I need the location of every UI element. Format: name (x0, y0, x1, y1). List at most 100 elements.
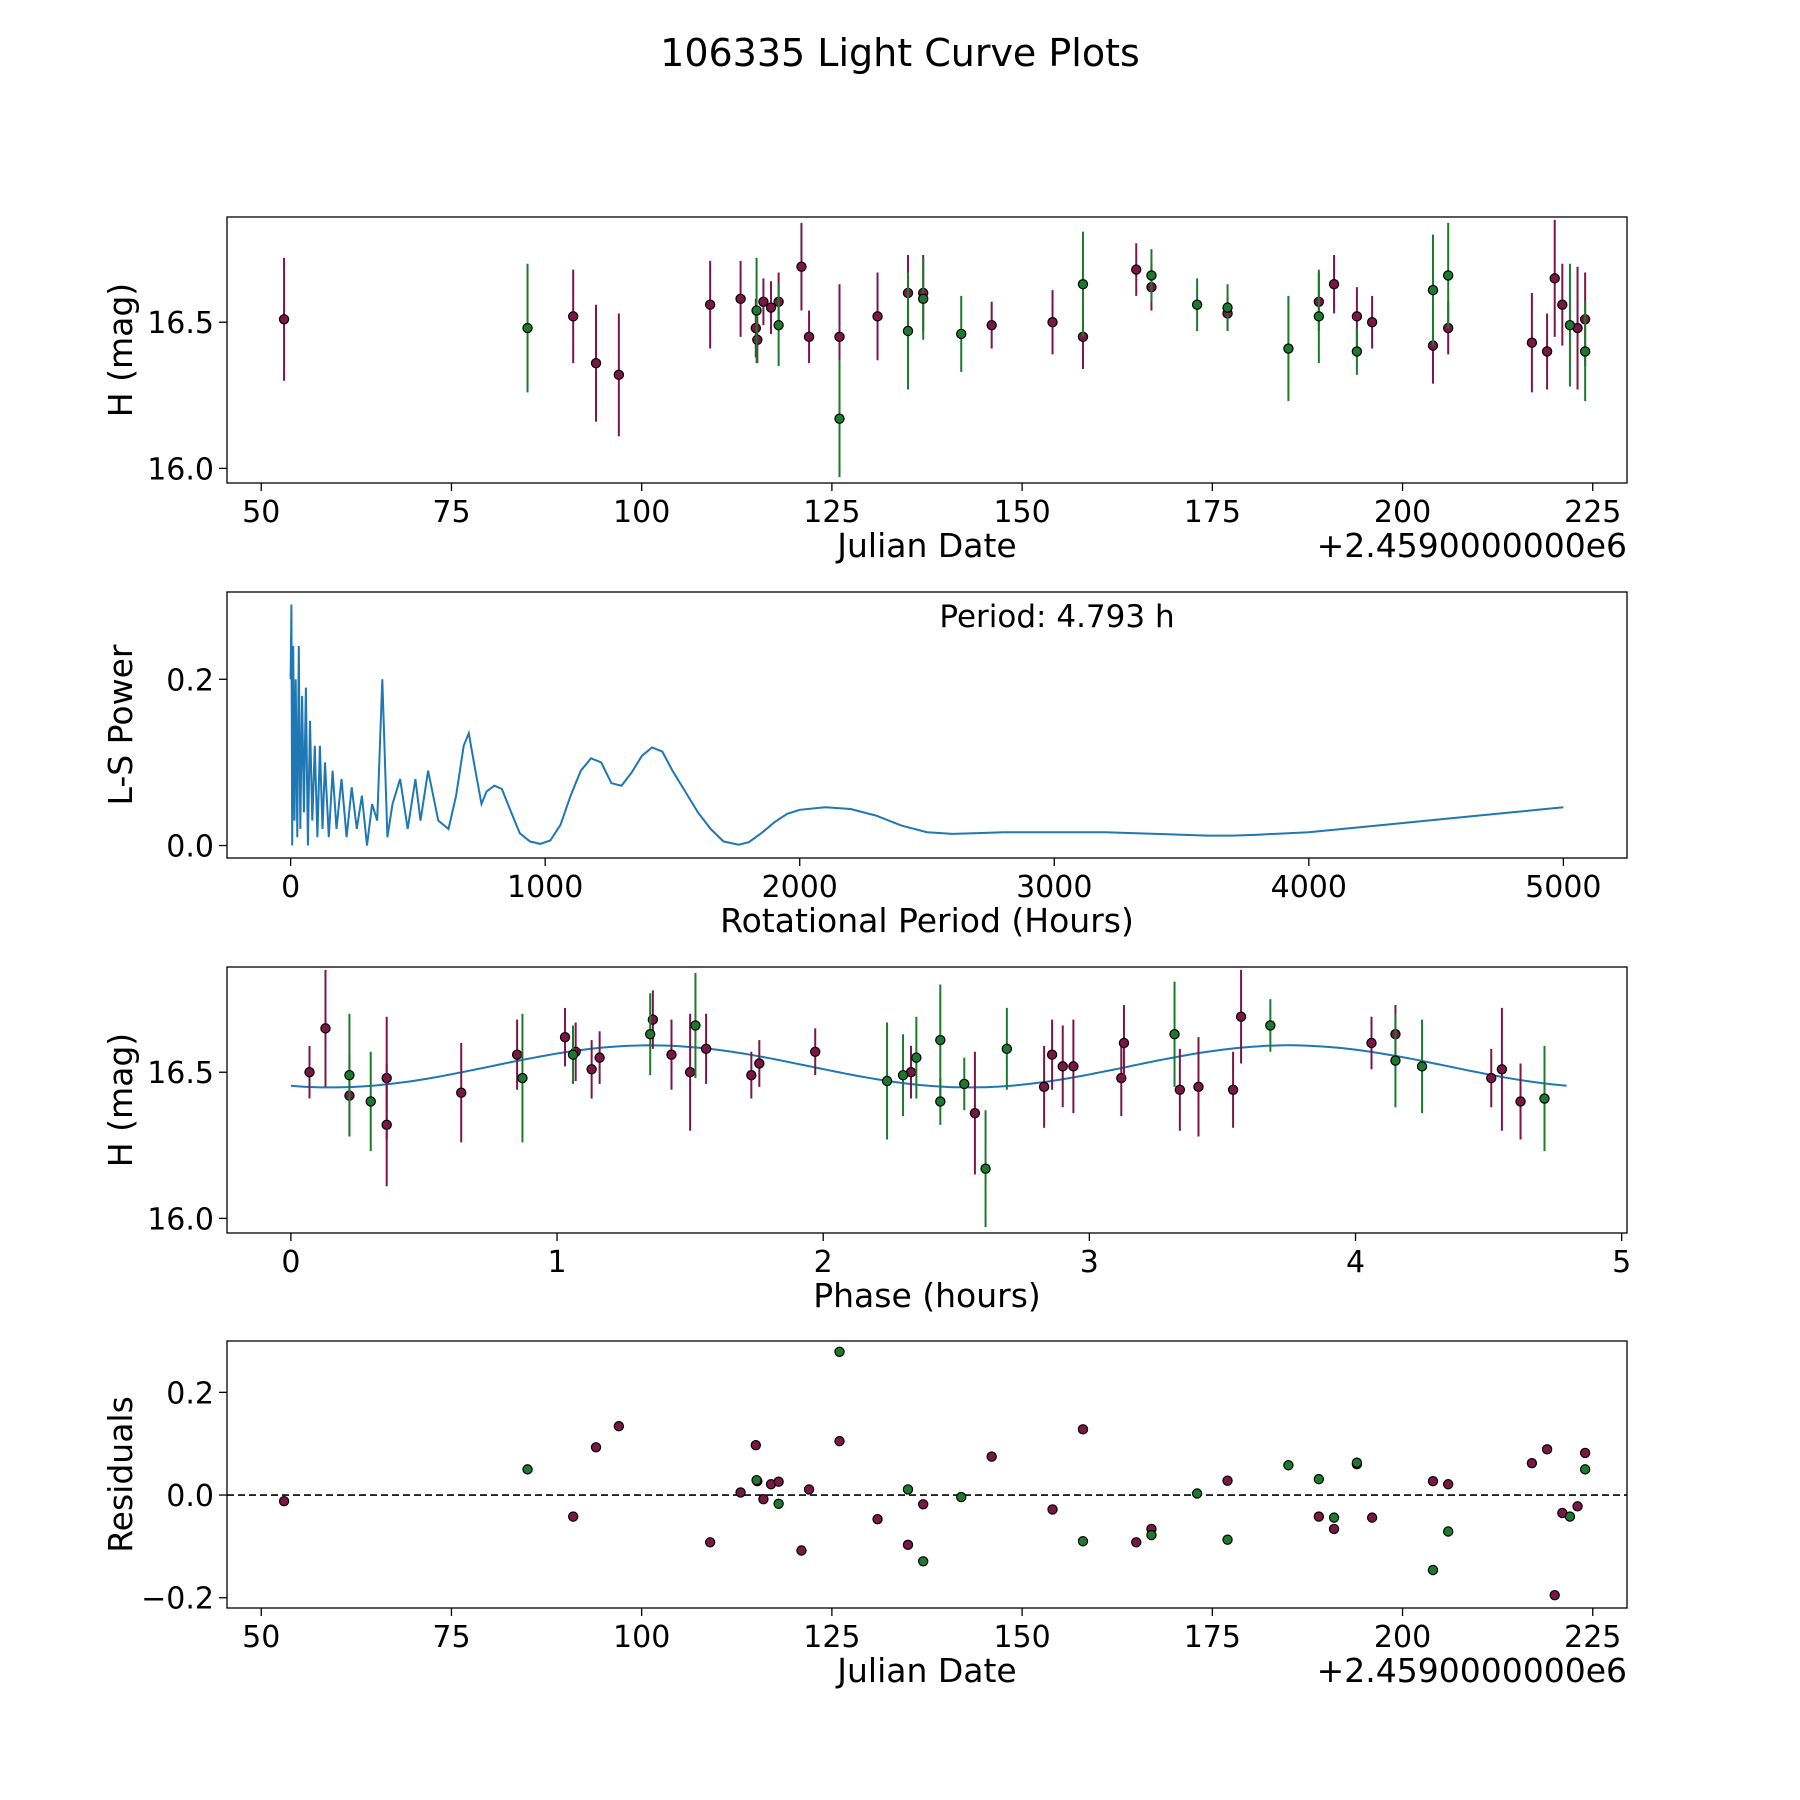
phase-xtick-label: 5 (1612, 1245, 1631, 1280)
red-band-point (1496, 1064, 1508, 1075)
red-band-point (1046, 1049, 1058, 1060)
green-band-point (1146, 1529, 1157, 1541)
red-band-point (1366, 317, 1378, 328)
green-band-point (1539, 1093, 1550, 1104)
red-band-point (735, 1487, 746, 1498)
green-band-point (834, 413, 845, 424)
red-band-point (902, 1539, 914, 1551)
red-band-point (1572, 1501, 1583, 1512)
red-band-point (834, 331, 845, 343)
phase-xtick-label: 4 (1346, 1245, 1365, 1280)
red-band-point (1526, 1458, 1538, 1469)
red-band-point (1541, 346, 1553, 357)
red-band-point (754, 1058, 765, 1069)
red-band-point (758, 296, 769, 307)
green-band-point (1265, 1020, 1276, 1031)
phase-ytick-label: 16.0 (147, 1202, 214, 1237)
phase-frame (226, 966, 1628, 1234)
red-band-point (810, 1046, 821, 1057)
red-band-point (803, 1484, 815, 1495)
lightcurve-xtick-label: 75 (432, 495, 470, 530)
green-band-point (1351, 346, 1363, 357)
green-band-point (1579, 346, 1591, 357)
red-band-point (735, 293, 746, 305)
red-band-point (278, 314, 290, 325)
red-band-point (773, 1476, 784, 1487)
green-band-point (1313, 311, 1325, 322)
lightcurve-ylabel: H (mag) (101, 283, 140, 417)
red-band-point (278, 1495, 290, 1507)
red-band-point (586, 1064, 597, 1075)
green-band-point (517, 1072, 528, 1084)
red-band-point (590, 357, 602, 369)
red-band-point (684, 1067, 696, 1078)
green-band-point (1222, 302, 1233, 313)
green-band-point (1283, 343, 1294, 354)
phase-xtick-label: 2 (814, 1245, 833, 1280)
red-band-point (594, 1052, 605, 1063)
green-band-point (917, 1556, 929, 1567)
green-band-point (1283, 1460, 1294, 1471)
green-band-point (1146, 270, 1157, 281)
lightcurve-xtick-label: 200 (1374, 495, 1431, 530)
phase-ytick-label: 16.5 (147, 1056, 214, 1091)
red-band-point (1068, 1061, 1079, 1072)
red-band-point (1366, 1037, 1377, 1049)
figure-title: 106335 Light Curve Plots (660, 31, 1140, 75)
green-band-point (1442, 1526, 1454, 1537)
lightcurve-offset-label: +2.4590000000e6 (1317, 526, 1627, 565)
residuals-xtick-label: 200 (1374, 1620, 1431, 1655)
green-band-point (1222, 1534, 1233, 1545)
red-band-point (1313, 1511, 1325, 1522)
green-band-point (1328, 1512, 1340, 1523)
green-band-point (365, 1096, 376, 1107)
red-band-point (872, 311, 883, 322)
red-band-point (1227, 1084, 1239, 1095)
residuals-xtick-label: 50 (242, 1620, 280, 1655)
red-band-point (1366, 1512, 1378, 1523)
residuals-xtick-label: 75 (432, 1620, 470, 1655)
red-band-point (613, 1421, 625, 1432)
phase-xtick-label: 0 (281, 1245, 300, 1280)
red-band-point (1486, 1072, 1497, 1084)
green-band-point (522, 322, 533, 334)
red-band-point (746, 1069, 757, 1081)
green-band-point (1564, 319, 1576, 331)
periodogram-xtick-label: 4000 (1271, 870, 1347, 905)
red-band-point (1541, 1444, 1553, 1455)
red-band-point (1047, 317, 1058, 328)
green-band-point (690, 1020, 701, 1031)
red-band-point (1047, 1504, 1058, 1515)
green-band-point (773, 319, 784, 331)
red-band-point (1328, 279, 1340, 290)
residuals-ytick-label: 0.0 (166, 1479, 214, 1514)
green-band-point (834, 1346, 845, 1357)
periodogram-line (289, 604, 1564, 846)
red-band-point (986, 1451, 997, 1462)
periodogram-xtick-label: 0 (281, 870, 300, 905)
green-band-point (1077, 279, 1089, 290)
green-band-point (344, 1069, 355, 1081)
lightcurve-panel: 50 75 100 125 150 175 200 225 16.0 16.5 Julian Dat… (101, 216, 1628, 565)
red-band-point (803, 331, 815, 343)
green-band-point (980, 1163, 991, 1174)
red-band-point (834, 1435, 845, 1447)
red-band-point (872, 1513, 883, 1525)
residuals-xtick-label: 100 (613, 1620, 670, 1655)
red-band-point (917, 1499, 929, 1510)
lightcurve-xtick-label: 225 (1564, 495, 1621, 530)
residuals-data (227, 1346, 1627, 1601)
phase-data (290, 969, 1567, 1228)
red-band-point (666, 1049, 677, 1060)
green-band-point (773, 1498, 784, 1509)
phase-ylabel: H (mag) (101, 1033, 140, 1167)
green-band-point (1001, 1043, 1013, 1055)
green-band-point (1442, 270, 1454, 281)
red-band-point (1057, 1061, 1068, 1072)
residuals-xlabel: Julian Date (835, 1651, 1017, 1690)
period-annotation: Period: 4.793 h (939, 599, 1174, 635)
red-band-point (704, 299, 716, 310)
green-band-point (897, 1069, 909, 1081)
lightcurve-data (278, 219, 1591, 478)
red-band-point (590, 1442, 602, 1453)
